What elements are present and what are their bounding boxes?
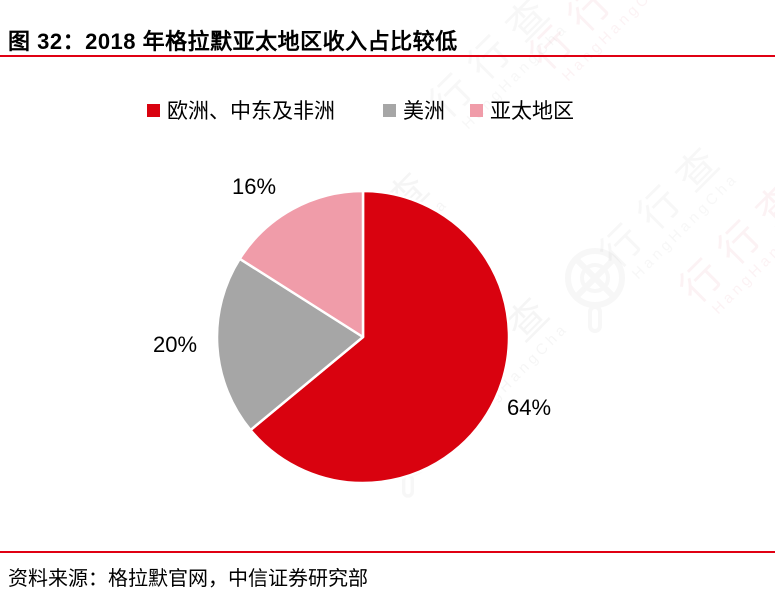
watermark-text: 行行查 (591, 130, 738, 277)
pie-slice-3 (238, 189, 365, 339)
pie-label-emea: 64% (507, 395, 552, 420)
watermark-logo-icon (565, 248, 625, 333)
legend-label-apac: 亚太地区 (490, 100, 574, 123)
title-underline-rule (0, 55, 775, 57)
watermark-subtext: HangHangCha (558, 0, 673, 85)
watermark-subtext: HangHangCha (708, 204, 775, 318)
legend-swatch-emea (147, 103, 160, 117)
watermark: 行行查 HangHangCha (671, 165, 775, 323)
source-note: 资料来源：格拉默官网，中信证券研究部 (8, 568, 368, 590)
watermark: 行行查 HangHangCha (591, 130, 748, 288)
pie-slice-1 (249, 189, 511, 485)
legend-swatch-americas (383, 103, 396, 117)
watermark-text: 行行查 (671, 165, 775, 312)
legend-item-apac: 亚太地区 (470, 97, 574, 123)
legend-swatch-apac (470, 103, 483, 117)
figure-title: 图 32：2018 年格拉默亚太地区收入占比较低 (8, 29, 458, 54)
pie-label-apac: 16% (232, 174, 277, 199)
legend-item-americas: 美洲 (383, 97, 445, 123)
footer-rule (0, 551, 775, 553)
legend-label-americas: 美洲 (403, 100, 445, 123)
pie-slice-2 (215, 257, 365, 432)
watermark: 行行查 HangHangCha (522, 0, 678, 91)
pie-label-americas: 20% (153, 332, 198, 357)
legend-item-emea: 欧洲、中东及非洲 (147, 97, 335, 123)
pie-chart (215, 189, 511, 485)
watermark-text: 行行查 (521, 0, 668, 79)
legend-label-emea: 欧洲、中东及非洲 (167, 100, 335, 123)
watermark-subtext: HangHangCha (628, 169, 743, 283)
